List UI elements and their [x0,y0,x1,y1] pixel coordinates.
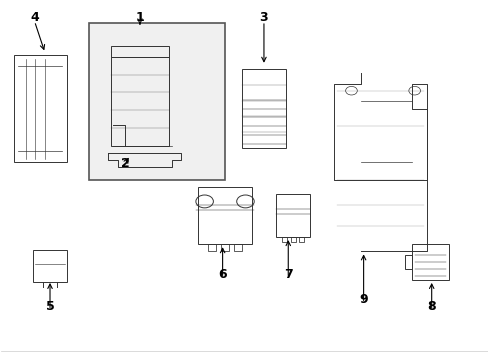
Bar [282,237,286,242]
Bar [242,69,285,148]
Bar [221,244,228,251]
Text: 3: 3 [259,11,268,24]
Bar [207,244,215,251]
Bar [111,57,169,146]
Bar [111,46,169,57]
Text: 9: 9 [359,293,367,306]
Bar [404,255,411,269]
Bar [14,55,67,162]
Bar [276,194,309,237]
Bar [290,237,295,242]
Text: 7: 7 [284,268,292,281]
Bar [411,244,448,280]
Text: 6: 6 [218,268,226,281]
Bar [234,244,242,251]
Text: 8: 8 [427,300,435,314]
Bar [299,237,304,242]
Bar [89,23,224,180]
Text: 5: 5 [45,300,54,314]
Text: 1: 1 [135,11,144,24]
Bar [33,249,67,282]
Text: 4: 4 [30,11,39,24]
Text: 2: 2 [120,157,129,171]
Bar [198,187,251,244]
